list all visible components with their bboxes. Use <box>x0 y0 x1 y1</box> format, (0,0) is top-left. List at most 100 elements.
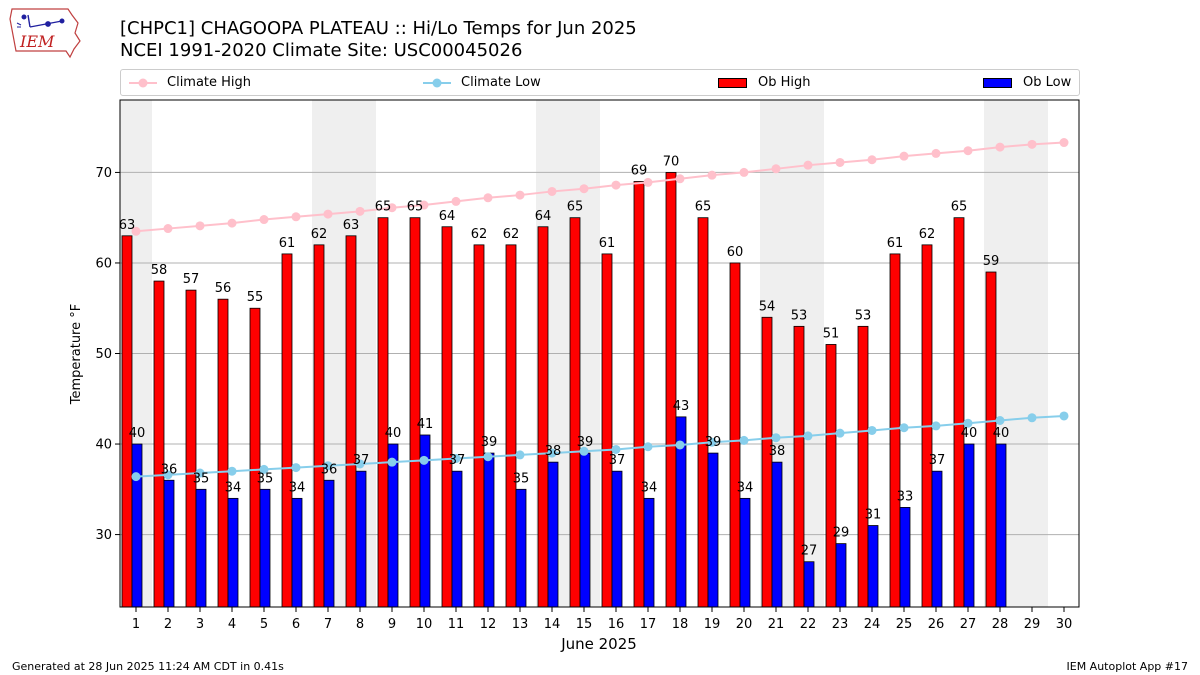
x-tick-label: 3 <box>196 617 204 632</box>
x-tick-label: 16 <box>608 617 625 632</box>
ob-low-value-label: 36 <box>161 462 178 477</box>
x-tick-label: 22 <box>800 617 817 632</box>
ob-low-value-label: 40 <box>129 426 146 441</box>
y-axis-label: Temperature °F <box>69 304 84 405</box>
ob-high-value-label: 51 <box>823 326 840 341</box>
climate-low-point <box>835 428 845 438</box>
legend-climate-low: Climate Low <box>423 70 541 95</box>
ob-high-value-label: 65 <box>375 200 392 215</box>
climate-low-point <box>995 415 1005 425</box>
x-tick-label: 13 <box>512 617 529 632</box>
ob-low-bar <box>131 443 143 608</box>
ob-high-bar <box>249 307 261 608</box>
chart-title: [CHPC1] CHAGOOPA PLATEAU :: Hi/Lo Temps … <box>120 18 637 39</box>
climate-low-point <box>387 457 397 467</box>
x-tick-label: 28 <box>992 617 1009 632</box>
ob-high-value-label: 62 <box>471 227 488 242</box>
climate-low-point <box>739 435 749 445</box>
ob-high-bar <box>633 181 645 608</box>
y-tick-label: 60 <box>95 256 112 271</box>
ob-high-value-label: 62 <box>503 227 520 242</box>
x-tick-label: 11 <box>448 617 465 632</box>
chart-subtitle: NCEI 1991-2020 Climate Site: USC00045026 <box>120 40 523 61</box>
climate-low-point <box>643 442 653 452</box>
ob-high-bar <box>857 325 869 608</box>
ob-low-bar <box>387 443 399 608</box>
ob-high-bar <box>441 226 453 608</box>
ob-low-value-label: 43 <box>673 399 690 414</box>
ob-high-bar <box>345 235 357 608</box>
climate-high-point <box>163 224 173 234</box>
climate-high-point <box>483 193 493 203</box>
ob-high-bar <box>217 298 229 608</box>
climate-low-point <box>419 455 429 465</box>
ob-high-bar <box>569 217 581 608</box>
ob-low-bar <box>643 497 655 608</box>
climate-high-point <box>835 157 845 167</box>
climate-high-point <box>259 215 269 225</box>
x-tick-label: 7 <box>324 617 332 632</box>
ob-high-value-label: 62 <box>919 227 936 242</box>
ob-low-value-label: 39 <box>705 435 722 450</box>
climate-low-line-icon <box>423 78 451 87</box>
ob-high-bar <box>537 226 549 608</box>
ob-low-bar <box>611 470 623 608</box>
ob-low-bar <box>163 479 175 608</box>
ob-low-bar <box>803 561 815 608</box>
climate-low-point <box>323 461 333 471</box>
x-tick-label: 14 <box>544 617 561 632</box>
ob-high-bar <box>153 280 165 608</box>
ob-high-value-label: 61 <box>599 236 616 251</box>
climate-high-point <box>515 190 525 200</box>
ob-low-bar <box>483 452 495 608</box>
ob-high-bar <box>505 244 517 608</box>
ob-low-value-label: 39 <box>481 435 498 450</box>
ob-high-value-label: 57 <box>183 272 200 287</box>
climate-low-line <box>135 414 1065 478</box>
climate-low-point <box>291 463 301 473</box>
climate-high-point <box>963 146 973 156</box>
ob-low-bar <box>995 443 1007 608</box>
climate-high-point <box>899 151 909 161</box>
x-tick-label: 18 <box>672 617 689 632</box>
climate-high-point <box>611 180 621 190</box>
climate-high-point <box>291 212 301 222</box>
chart-legend: Climate High Climate Low Ob High Ob Low <box>120 69 1080 96</box>
ob-low-value-label: 35 <box>257 471 274 486</box>
ob-low-value-label: 39 <box>577 435 594 450</box>
ob-high-value-label: 65 <box>695 200 712 215</box>
legend-climate-low-label: Climate Low <box>461 75 541 90</box>
x-tick-label: 5 <box>260 617 268 632</box>
climate-high-point <box>387 203 397 213</box>
ob-high-bar <box>889 253 901 608</box>
climate-high-line <box>135 141 1065 233</box>
ob-low-value-label: 34 <box>289 480 306 495</box>
ob-low-bar <box>963 443 975 608</box>
climate-low-point <box>963 418 973 428</box>
ob-low-value-label: 40 <box>993 426 1010 441</box>
x-tick-label: 26 <box>928 617 945 632</box>
climate-high-point <box>867 155 877 165</box>
ob-high-value-label: 65 <box>407 200 424 215</box>
ob-high-value-label: 59 <box>983 254 1000 269</box>
ob-low-value-label: 38 <box>769 444 786 459</box>
climate-high-point <box>1027 139 1037 149</box>
ob-low-bar <box>291 497 303 608</box>
x-tick-label: 8 <box>356 617 364 632</box>
ob-high-bar <box>409 217 421 608</box>
x-tick-label: 1 <box>132 617 140 632</box>
climate-high-point <box>675 174 685 184</box>
footer-app: IEM Autoplot App #17 <box>1066 660 1189 673</box>
ob-low-value-label: 37 <box>929 453 946 468</box>
ob-high-value-label: 53 <box>791 308 808 323</box>
x-tick-label: 21 <box>768 617 785 632</box>
ob-high-bar <box>121 235 133 608</box>
climate-low-point <box>515 450 525 460</box>
climate-high-point <box>643 177 653 187</box>
legend-ob-low: Ob Low <box>983 70 1071 95</box>
climate-high-line-icon <box>129 78 157 87</box>
ob-high-bar <box>313 244 325 608</box>
climate-low-point <box>1059 411 1069 421</box>
ob-low-value-label: 34 <box>225 480 242 495</box>
ob-high-bar <box>761 316 773 608</box>
